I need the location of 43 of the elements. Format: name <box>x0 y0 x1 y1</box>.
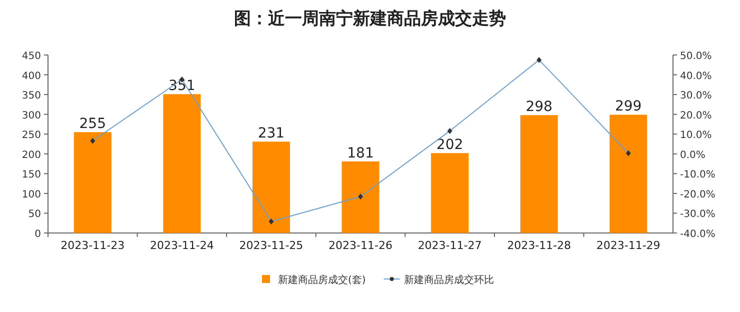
bar <box>252 142 290 233</box>
data-label: 298 <box>526 99 552 116</box>
legend-label: 新建商品房成交(套) <box>278 274 366 286</box>
y2-tick-label: -30.0% <box>680 209 716 220</box>
y-tick-label: 150 <box>22 170 41 181</box>
data-label: 255 <box>79 116 106 132</box>
bar <box>163 94 201 233</box>
y2-tick-label: 50.0% <box>680 51 712 62</box>
y-tick-label: 450 <box>22 51 41 62</box>
bar <box>610 114 648 233</box>
y2-tick-label: -10.0% <box>680 170 716 181</box>
y2-tick-label: 0.0% <box>680 150 706 161</box>
x-tick-label: 2023-11-23 <box>60 239 125 252</box>
x-tick-label: 2023-11-25 <box>239 239 304 252</box>
bar <box>431 153 469 233</box>
y-tick-label: 50 <box>28 209 41 220</box>
x-tick-label: 2023-11-27 <box>418 239 482 252</box>
y-tick-label: 250 <box>22 130 41 142</box>
y-tick-label: 350 <box>22 90 41 102</box>
bar <box>342 161 380 233</box>
y2-tick-label: 20.0% <box>680 110 712 122</box>
data-label: 299 <box>614 98 642 115</box>
y2-tick-label: -20.0% <box>680 189 716 200</box>
y-tick-label: 400 <box>22 70 41 82</box>
y2-tick-label: 10.0% <box>680 130 712 142</box>
bar <box>520 115 558 233</box>
data-label: 231 <box>258 126 285 142</box>
y-tick-label: 0 <box>34 229 41 240</box>
x-tick-label: 2023-11-29 <box>596 239 660 252</box>
y2-tick-label: -40.0% <box>680 229 716 240</box>
y-tick-label: 300 <box>22 110 41 122</box>
legend-label: 新建商品房成交环比 <box>404 274 494 286</box>
data-label: 181 <box>347 145 374 162</box>
y-tick-label: 200 <box>22 150 41 161</box>
x-tick-label: 2023-11-24 <box>150 239 214 252</box>
x-tick-label: 2023-11-26 <box>328 239 392 252</box>
bar <box>74 132 112 233</box>
y2-tick-label: 40.0% <box>680 70 712 82</box>
x-tick-label: 2023-11-28 <box>507 239 572 252</box>
y2-tick-label: 30.0% <box>680 90 712 102</box>
data-label: 202 <box>436 137 464 154</box>
y-tick-label: 100 <box>22 189 41 200</box>
chart-title: 图：近一周南宁新建商品房成交走势 <box>234 9 506 29</box>
